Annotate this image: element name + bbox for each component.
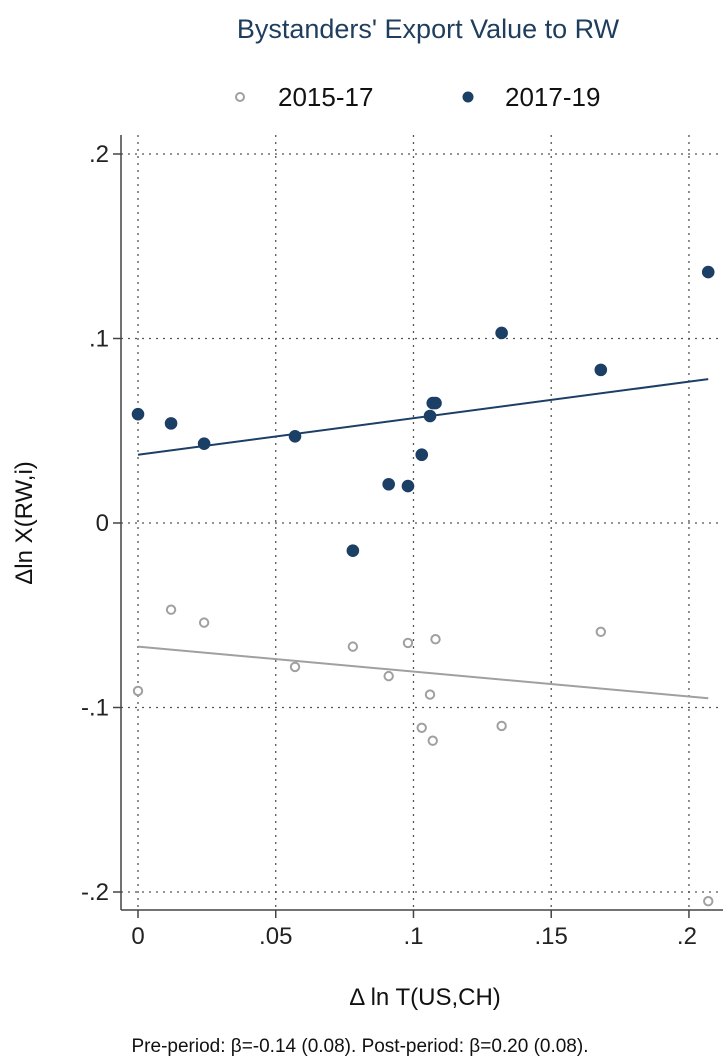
axis-ticks: -.2 -.1 0 .1 .2 0 .05 .1 .15 .2 (81, 141, 697, 950)
legend-label-2017-19: 2017-19 (505, 82, 600, 112)
legend: 2015-17 2017-19 (235, 82, 600, 112)
legend-marker-2015-17 (235, 92, 245, 102)
data-point-2017-19 (495, 326, 508, 340)
x-tick-label: .2 (677, 923, 697, 950)
y-tick-label: .2 (89, 141, 109, 168)
legend-marker-2017-19 (462, 91, 474, 103)
data-point-2015-17 (424, 689, 436, 700)
y-tick-label: 0 (96, 510, 109, 537)
grid-lines (121, 135, 723, 910)
x-tick-label: .1 (403, 923, 423, 950)
y-tick-label: -.2 (81, 879, 109, 906)
data-point-2015-17 (427, 735, 438, 746)
data-point-2015-17 (703, 896, 714, 907)
data-point-2017-19 (288, 429, 302, 443)
data-point-2015-17 (416, 722, 427, 733)
data-point-2017-19 (594, 363, 608, 377)
data-point-2015-17 (132, 685, 144, 697)
chart-title: Bystanders' Export Value to RW (237, 14, 620, 44)
data-point-2015-17 (496, 720, 507, 732)
y-tick-label: .1 (89, 326, 109, 353)
data-point-2015-17 (383, 670, 394, 682)
legend-label-2015-17: 2015-17 (278, 82, 373, 112)
y-axis-label: Δln X(RW,i) (11, 461, 38, 585)
x-tick-label: .15 (535, 923, 568, 950)
regression-note: Pre-period: β=-0.14 (0.08). Post-period:… (132, 1036, 589, 1057)
fit-line-2017-19 (137, 378, 709, 456)
data-point-2017-19 (131, 407, 145, 421)
data-point-2015-17 (430, 634, 441, 645)
y-tick-label: -.1 (81, 695, 109, 722)
x-tick-label: 0 (131, 923, 144, 950)
data-point-2017-19 (164, 417, 178, 430)
data-point-2017-19 (429, 396, 442, 410)
data-point-2017-19 (423, 409, 437, 423)
data-point-2017-19 (197, 437, 211, 450)
fit-line-2015-17 (137, 645, 709, 700)
data-point-2015-17 (402, 637, 414, 649)
x-tick-label: .05 (259, 923, 292, 950)
data-point-2017-19 (382, 477, 395, 491)
plot-area: -.2 -.1 0 .1 .2 0 .05 .1 .15 .2 (81, 135, 723, 950)
data-point-2015-17 (165, 604, 177, 615)
x-axis-label: Δ ln T(US,CH) (349, 984, 501, 1011)
data-point-2017-19 (346, 544, 360, 557)
data-point-2015-17 (595, 626, 606, 638)
data-point-2015-17 (347, 641, 359, 652)
data-point-2015-17 (198, 617, 210, 628)
data-point-2015-17 (289, 661, 301, 673)
fit-lines (137, 378, 709, 700)
data-point-2017-19 (415, 448, 429, 462)
data-points (131, 265, 715, 907)
data-point-2017-19 (401, 479, 415, 493)
data-point-2017-19 (701, 265, 715, 279)
